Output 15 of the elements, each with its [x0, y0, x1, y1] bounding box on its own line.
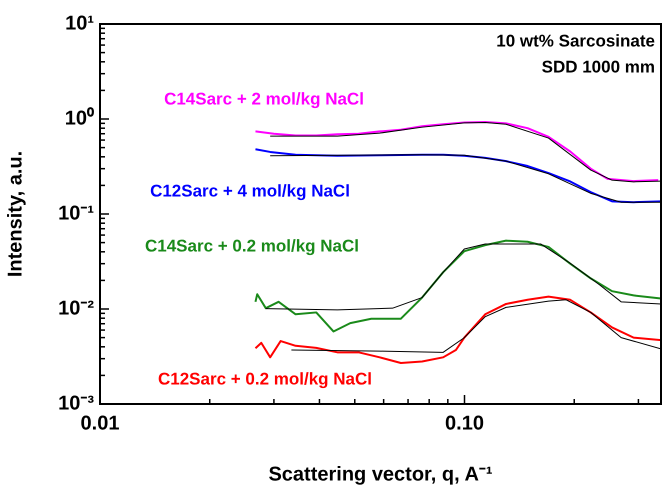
- series-label: C12Sarc + 0.2 mol/kg NaCl: [158, 370, 372, 389]
- x-tick-label: 0.10: [445, 412, 484, 435]
- text: C14Sarc + 0.2 mol/kg NaCl: [144, 236, 360, 256]
- y-tick-label: 10⁻²: [58, 298, 94, 320]
- x-tick-label: 0.01: [80, 412, 120, 435]
- y-tick-label: 10¹: [65, 12, 94, 35]
- annotation: 10 wt% Sarcosinate: [496, 32, 655, 51]
- x-axis-title: Scattering vector, q, A⁻¹: [268, 464, 493, 486]
- y-axis-title: Intensity, a.u.: [4, 150, 27, 278]
- annotation: SDD 1000 mm: [542, 58, 655, 77]
- y-tick-label: 10⁻³: [58, 392, 94, 415]
- series-label: C12Sarc + 4 mol/kg NaCl: [150, 182, 350, 201]
- series-label: C14Sarc + 2 mol/kg NaCl: [164, 90, 364, 109]
- y-tick-label: 10⁰: [64, 106, 94, 130]
- y-tick-label: 10⁻¹: [58, 202, 94, 225]
